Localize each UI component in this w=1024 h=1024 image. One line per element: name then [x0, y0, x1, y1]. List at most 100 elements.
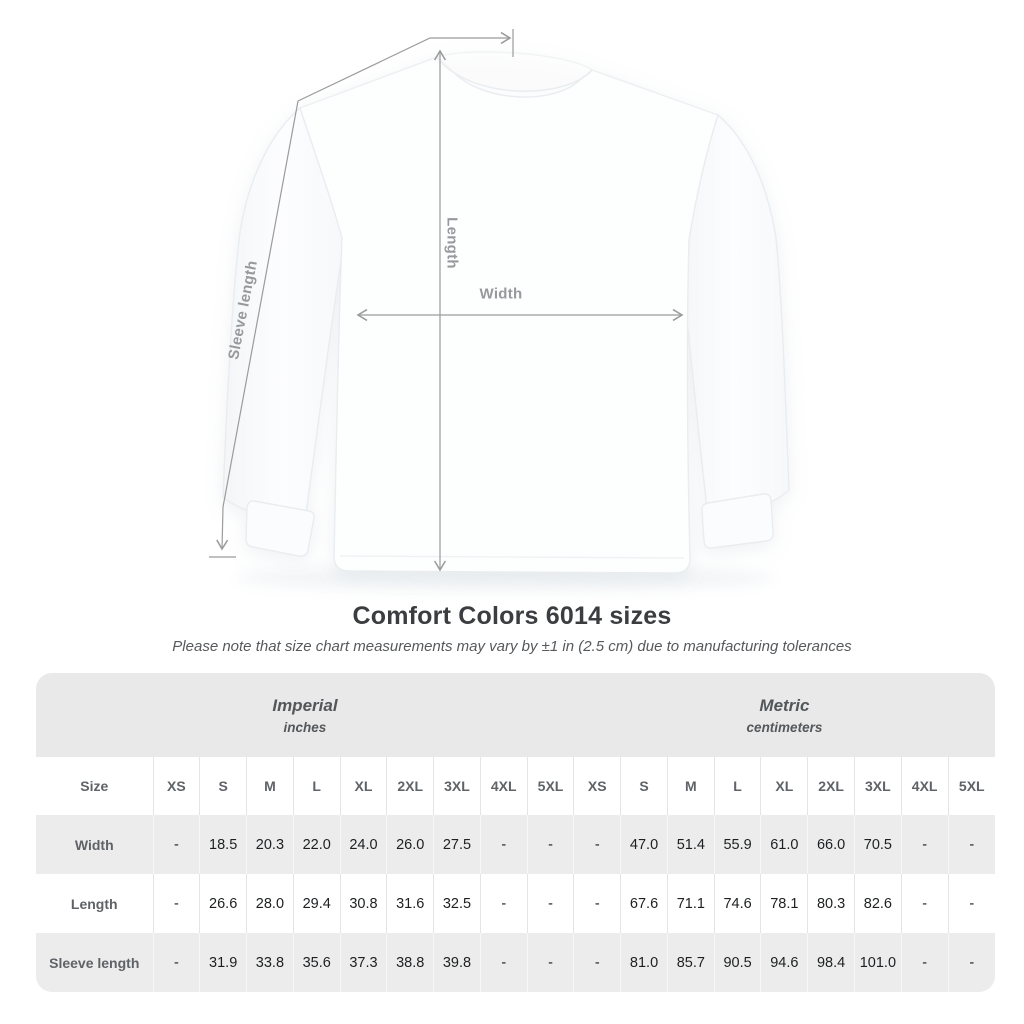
measurement-cell: 26.6 [199, 874, 247, 933]
size-header-imperial-l: L [292, 757, 341, 815]
measurement-cell: 51.4 [666, 815, 715, 874]
measurement-cell: - [573, 933, 621, 992]
size-header-imperial-m: M [246, 757, 294, 815]
measurement-cell: - [479, 874, 528, 933]
size-header-metric-xs: XS [573, 757, 621, 815]
measurement-cell: 18.5 [199, 815, 247, 874]
measurement-cell: 81.0 [620, 933, 668, 992]
measurement-cell: - [900, 874, 949, 933]
size-header-metric-l: L [713, 757, 761, 815]
measurement-cell: - [900, 933, 949, 992]
measurement-cell: 82.6 [853, 874, 902, 933]
measurement-cell: 98.4 [807, 933, 855, 992]
unit-group-header-row: Imperial inches Metric centimeters [36, 673, 995, 757]
size-header-metric-m: M [666, 757, 715, 815]
measurement-cell: 27.5 [433, 815, 481, 874]
imperial-group-unit: inches [283, 719, 327, 735]
size-header-metric-s: S [620, 757, 668, 815]
measurement-cell: - [947, 874, 995, 933]
measurement-cell: 55.9 [713, 815, 761, 874]
sleeve-length-dimension-line [216, 31, 512, 551]
measurement-cell: - [900, 815, 949, 874]
measurement-cell: 74.6 [713, 874, 761, 933]
measurement-cell: - [152, 815, 200, 874]
table-row: Sleeve length -31.9 33.8 35.6 37.3 38.8 39.8- -… [36, 933, 995, 992]
table-row: Length -26.6 28.0 29.4 30.8 31.6 32.5- - -67.6 71… [36, 874, 995, 933]
measurement-cell: 31.9 [199, 933, 247, 992]
size-header-imperial-xl: XL [339, 757, 387, 815]
size-header-row: Size XS S M L XL 2XL 3XL 4XL 5XL XS S M L XL 2XL 3XL 4XL… [36, 757, 995, 815]
measurement-lines [209, 29, 684, 572]
table-row: Width -18.5 20.3 22.0 24.0 26.0 27.5- - -47.0 51.… [36, 815, 995, 874]
measurement-cell: 39.8 [433, 933, 481, 992]
size-header-metric-4xl: 4XL [900, 757, 949, 815]
imperial-group-header: Imperial inches [36, 673, 574, 757]
measurement-cell: 80.3 [807, 874, 855, 933]
measurement-cell: 30.8 [339, 874, 387, 933]
measurement-rows: Width -18.5 20.3 22.0 24.0 26.0 27.5- - -47.0 51.… [36, 815, 995, 992]
measurement-cell: 35.6 [292, 933, 341, 992]
measurement-cell: 28.0 [246, 874, 294, 933]
measurement-cell: - [947, 933, 995, 992]
width-label: Width [479, 285, 523, 303]
size-header-metric-2xl: 2XL [807, 757, 855, 815]
measurement-cell: 71.1 [666, 874, 715, 933]
row-label: Width [74, 836, 114, 853]
measurement-cell: 24.0 [339, 815, 387, 874]
measurement-cell: 78.1 [760, 874, 808, 933]
measurement-cell: 20.3 [246, 815, 294, 874]
measurement-cell: 66.0 [807, 815, 855, 874]
shirt-size-diagram: Width Length Sleeve length [209, 29, 790, 590]
measurement-cell: 26.0 [386, 815, 434, 874]
measurement-cell: - [947, 815, 995, 874]
row-label: Length [70, 895, 118, 912]
size-header-metric-5xl: 5XL [947, 757, 995, 815]
imperial-group-name: Imperial [272, 695, 338, 715]
shirt-hem-seam [339, 555, 685, 559]
measurement-cell: - [479, 933, 528, 992]
size-header-imperial-5xl: 5XL [526, 757, 574, 815]
size-header-imperial-3xl: 3XL [433, 757, 481, 815]
size-header-imperial-xs: XS [152, 757, 200, 815]
measurement-cell: - [152, 874, 200, 933]
size-chart: Imperial inches Metric centimeters Size … [36, 673, 995, 992]
size-header-imperial-s: S [199, 757, 247, 815]
measurement-cell: - [152, 933, 200, 992]
measurement-cell: 61.0 [760, 815, 808, 874]
size-header-metric-3xl: 3XL [853, 757, 902, 815]
metric-group-name: Metric [759, 695, 810, 715]
size-chart-table: Imperial inches Metric centimeters Size … [36, 673, 995, 992]
title-block: Comfort Colors 6014 sizes Please note th… [0, 602, 1024, 655]
measurement-cell: 22.0 [292, 815, 341, 874]
length-label: Length [443, 217, 461, 269]
measurement-cell: 94.6 [760, 933, 808, 992]
measurement-cell: 90.5 [713, 933, 761, 992]
metric-group-unit: centimeters [746, 719, 823, 735]
size-column-header: Size [36, 757, 153, 815]
measurement-cell: 31.6 [386, 874, 434, 933]
measurement-cell: 29.4 [292, 874, 341, 933]
measurement-cell: 101.0 [853, 933, 902, 992]
measurement-cell: 47.0 [620, 815, 668, 874]
measurement-cell: 38.8 [386, 933, 434, 992]
measurement-cell: 32.5 [433, 874, 481, 933]
size-header-imperial-4xl: 4XL [479, 757, 528, 815]
measurement-cell: - [573, 874, 621, 933]
measurement-cell: 85.7 [666, 933, 715, 992]
row-label: Sleeve length [49, 954, 140, 971]
tolerance-note: Please note that size chart measurements… [172, 638, 852, 655]
measurement-cell: - [479, 815, 528, 874]
page-title: Comfort Colors 6014 sizes [352, 602, 672, 630]
size-header-imperial-2xl: 2XL [386, 757, 434, 815]
size-header-metric-xl: XL [760, 757, 808, 815]
measurement-cell: - [526, 933, 574, 992]
measurement-cell: 37.3 [339, 933, 387, 992]
measurement-cell: - [526, 874, 574, 933]
measurement-cell: - [526, 815, 574, 874]
measurement-cell: - [573, 815, 621, 874]
shirt-right-cuff [701, 493, 774, 549]
metric-group-header: Metric centimeters [573, 673, 995, 757]
measurement-cell: 70.5 [853, 815, 902, 874]
measurement-cell: 33.8 [246, 933, 294, 992]
measurement-cell: 67.6 [620, 874, 668, 933]
